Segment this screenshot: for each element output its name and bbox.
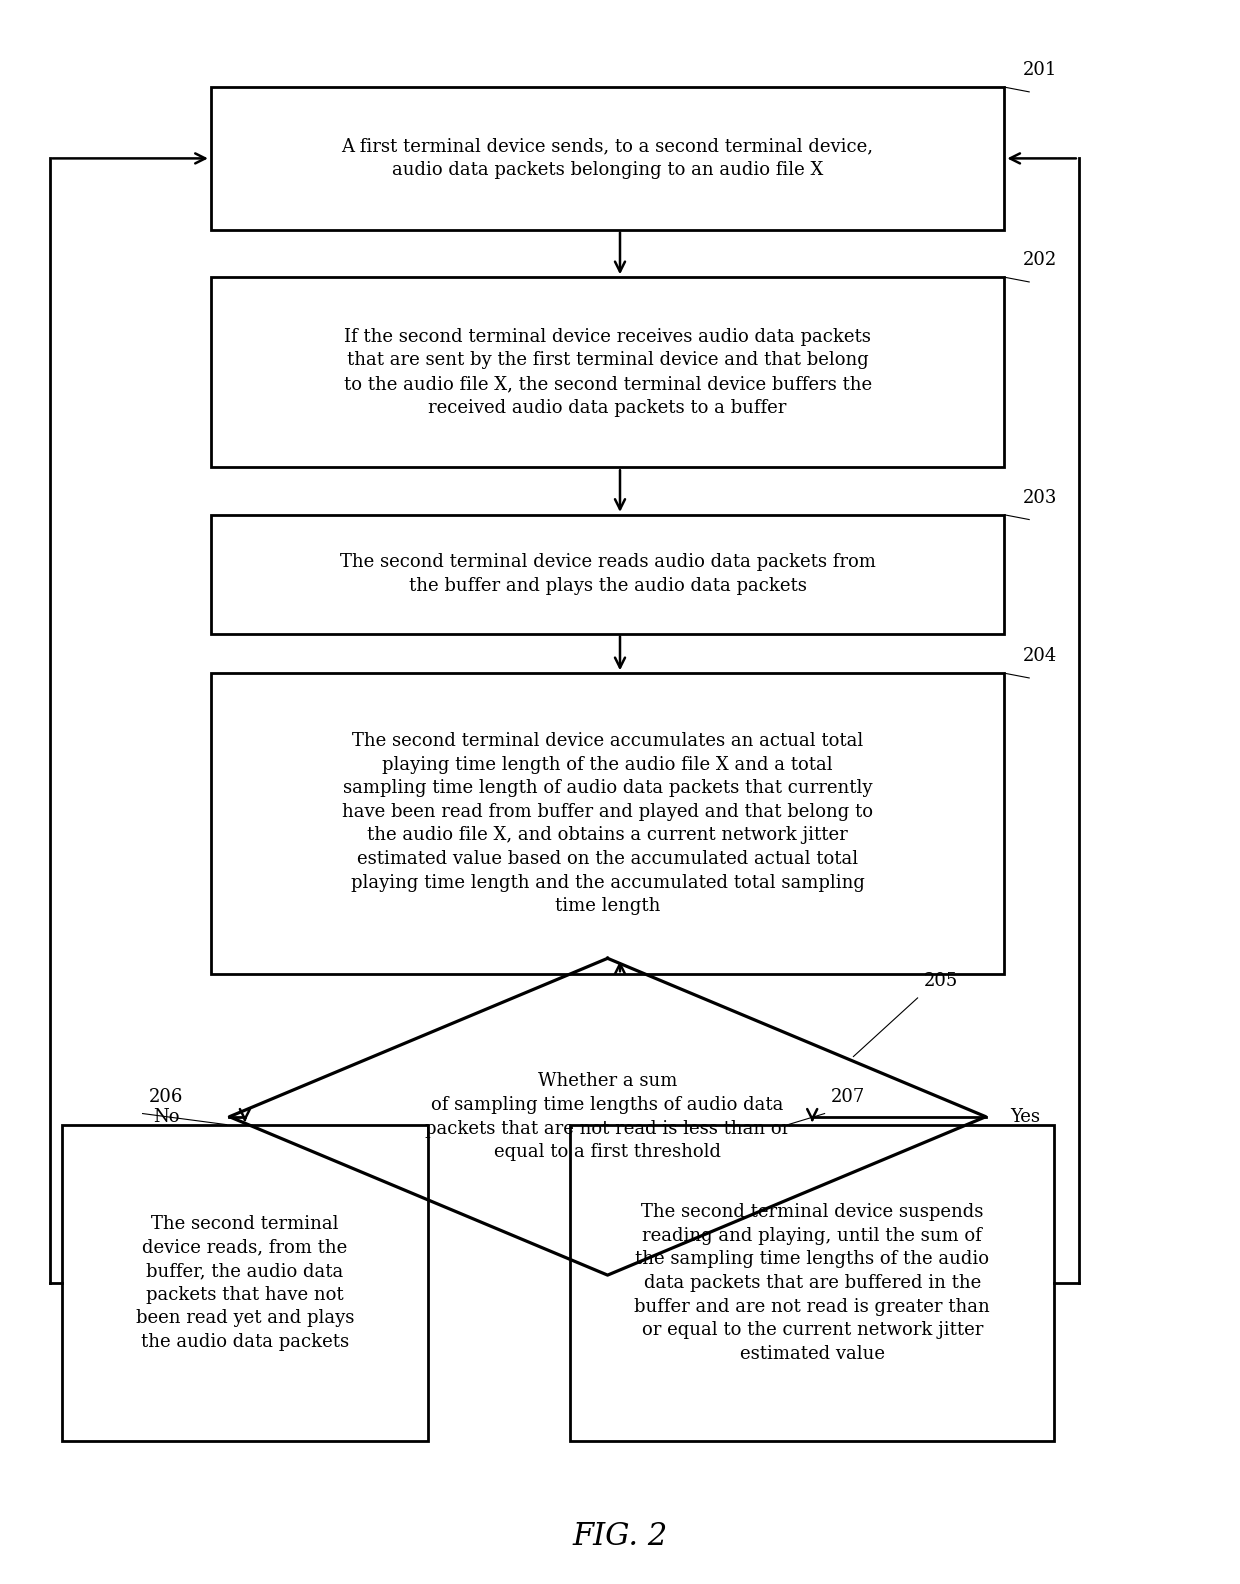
Bar — [211, 515, 1004, 634]
Text: Whether a sum
of sampling time lengths of audio data
packets that are not read i: Whether a sum of sampling time lengths o… — [425, 1072, 790, 1161]
Text: The second terminal device suspends
reading and playing, until the sum of
the sa: The second terminal device suspends read… — [635, 1204, 990, 1362]
Polygon shape — [229, 958, 986, 1275]
Text: 202: 202 — [1023, 252, 1058, 269]
Text: Yes: Yes — [1011, 1107, 1040, 1126]
Text: 207: 207 — [831, 1088, 866, 1106]
Text: The second terminal device accumulates an actual total
playing time length of th: The second terminal device accumulates a… — [342, 732, 873, 916]
Text: 203: 203 — [1023, 489, 1058, 507]
Bar — [211, 673, 1004, 974]
Text: 205: 205 — [924, 973, 959, 990]
Bar — [211, 277, 1004, 467]
Text: FIG. 2: FIG. 2 — [573, 1521, 667, 1552]
Text: The second terminal
device reads, from the
buffer, the audio data
packets that h: The second terminal device reads, from t… — [135, 1215, 355, 1351]
Text: 206: 206 — [149, 1088, 184, 1106]
Text: 204: 204 — [1023, 648, 1058, 665]
Text: 201: 201 — [1023, 62, 1058, 79]
Text: A first terminal device sends, to a second terminal device,
audio data packets b: A first terminal device sends, to a seco… — [341, 138, 874, 179]
Text: No: No — [154, 1107, 180, 1126]
Bar — [62, 1125, 428, 1441]
Bar — [211, 87, 1004, 230]
Text: If the second terminal device receives audio data packets
that are sent by the f: If the second terminal device receives a… — [343, 328, 872, 417]
Text: The second terminal device reads audio data packets from
the buffer and plays th: The second terminal device reads audio d… — [340, 553, 875, 596]
Bar — [570, 1125, 1054, 1441]
